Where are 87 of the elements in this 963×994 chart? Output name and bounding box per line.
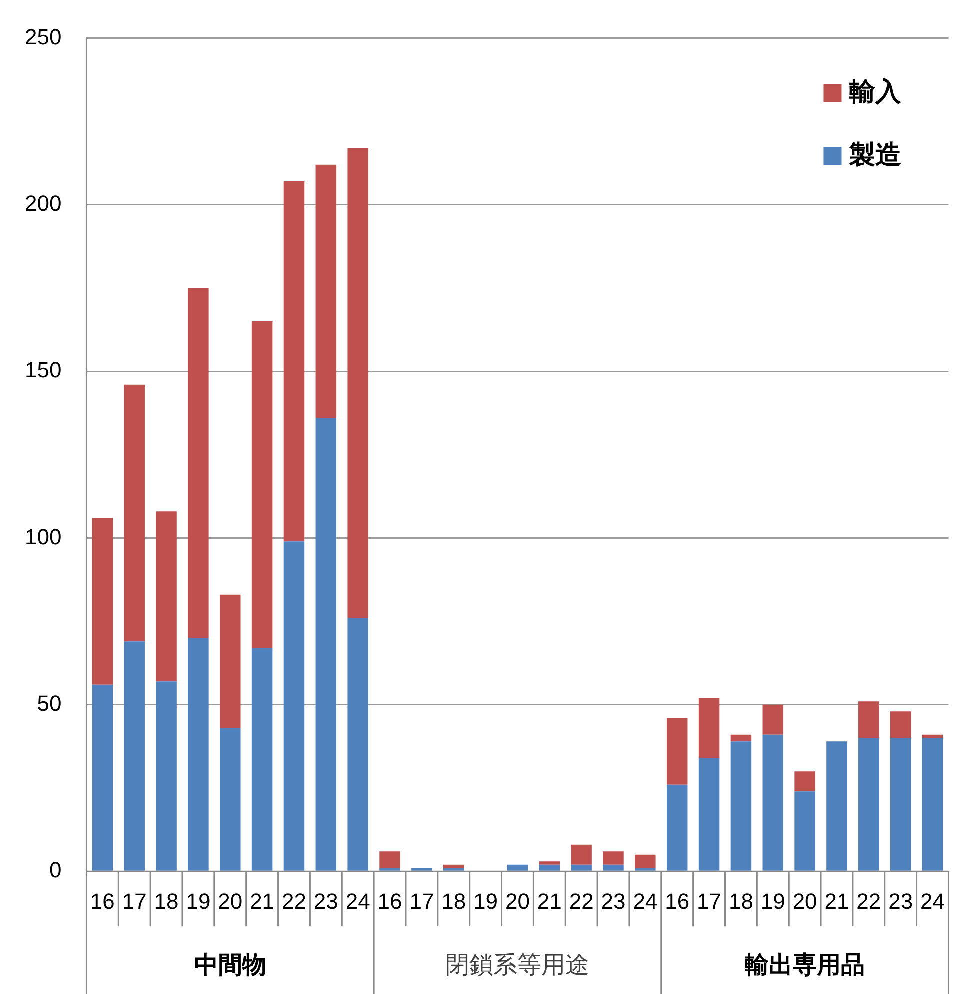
bar bbox=[92, 518, 114, 685]
x-tick-label: 19 bbox=[760, 888, 786, 914]
text: 中間物 bbox=[194, 952, 266, 980]
x-tick-label: 17 bbox=[122, 888, 147, 914]
x-tick-label: 18 bbox=[154, 888, 179, 914]
bar bbox=[698, 698, 720, 758]
bar bbox=[730, 742, 752, 871]
bar bbox=[762, 734, 784, 871]
bar bbox=[412, 868, 432, 871]
x-tick-label: 20 bbox=[792, 888, 818, 914]
bar bbox=[188, 288, 209, 638]
x-tick-label: 24 bbox=[920, 888, 946, 914]
bar bbox=[284, 542, 305, 871]
bar bbox=[348, 618, 368, 871]
x-tick-label: 17 bbox=[410, 888, 434, 914]
bar bbox=[507, 864, 528, 871]
bar bbox=[380, 868, 400, 871]
x-tick-label: 23 bbox=[314, 888, 338, 914]
text: 輸出専用品 bbox=[744, 952, 866, 980]
x-tick-label: 16 bbox=[665, 888, 690, 914]
x-tick-label: 24 bbox=[633, 888, 658, 914]
legend-label: 製造 bbox=[848, 139, 902, 170]
bar bbox=[156, 682, 177, 871]
bar bbox=[188, 638, 209, 871]
x-tick-label: 20 bbox=[505, 888, 530, 914]
x-tick-label: 23 bbox=[888, 888, 914, 914]
bar bbox=[635, 868, 656, 871]
bar bbox=[666, 718, 688, 785]
x-tick-label: 21 bbox=[824, 888, 850, 914]
x-tick-label: 21 bbox=[250, 888, 275, 914]
x-tick-label: 19 bbox=[474, 888, 498, 914]
bar bbox=[858, 738, 880, 871]
bar bbox=[571, 864, 592, 871]
bar bbox=[826, 742, 848, 871]
bar bbox=[252, 648, 273, 871]
bar bbox=[284, 182, 305, 542]
bar bbox=[316, 418, 337, 871]
bar bbox=[539, 862, 560, 865]
y-tick-label: 100 bbox=[24, 524, 62, 550]
x-tick-label: 24 bbox=[346, 888, 370, 914]
text: 閉鎖系等用途 bbox=[446, 952, 590, 980]
y-tick-label: 150 bbox=[24, 358, 62, 383]
x-tick-label: 22 bbox=[569, 888, 594, 914]
y-tick-label: 200 bbox=[24, 190, 62, 216]
x-tick-label: 22 bbox=[282, 888, 306, 914]
bar bbox=[730, 734, 752, 742]
bar bbox=[220, 594, 241, 728]
bar bbox=[252, 322, 273, 648]
bar bbox=[890, 738, 912, 871]
bar bbox=[666, 784, 688, 871]
bar bbox=[794, 792, 816, 871]
bar bbox=[858, 702, 880, 738]
y-tick-label: 250 bbox=[24, 24, 62, 50]
y-tick-label: 50 bbox=[37, 690, 62, 716]
x-tick-label: 21 bbox=[537, 888, 562, 914]
bar bbox=[603, 864, 624, 871]
x-tick-label: 16 bbox=[378, 888, 402, 914]
bar bbox=[220, 728, 241, 871]
x-tick-label: 19 bbox=[186, 888, 211, 914]
x-tick-label: 22 bbox=[856, 888, 882, 914]
x-tick-label: 18 bbox=[728, 888, 754, 914]
bar bbox=[443, 868, 464, 871]
x-tick-label: 16 bbox=[90, 888, 115, 914]
bar bbox=[124, 642, 145, 871]
x-tick-label: 18 bbox=[442, 888, 466, 914]
bar bbox=[92, 684, 114, 871]
x-tick-label: 17 bbox=[697, 888, 722, 914]
bar bbox=[794, 772, 816, 792]
bar bbox=[124, 384, 145, 642]
bar bbox=[156, 512, 177, 682]
bar bbox=[762, 704, 784, 735]
bar bbox=[922, 734, 944, 738]
bar bbox=[380, 852, 400, 868]
bar bbox=[890, 712, 912, 738]
x-tick-label: 20 bbox=[218, 888, 243, 914]
bar bbox=[922, 738, 944, 871]
bar bbox=[348, 148, 368, 618]
bar bbox=[635, 854, 656, 868]
bar bbox=[443, 864, 464, 868]
bar bbox=[316, 164, 337, 418]
bar bbox=[698, 758, 720, 871]
bar bbox=[571, 844, 592, 865]
bar bbox=[603, 852, 624, 865]
legend-label: 輸入 bbox=[848, 76, 903, 106]
bar bbox=[539, 864, 560, 871]
x-tick-label: 23 bbox=[601, 888, 626, 914]
y-tick-label: 0 bbox=[49, 858, 62, 883]
